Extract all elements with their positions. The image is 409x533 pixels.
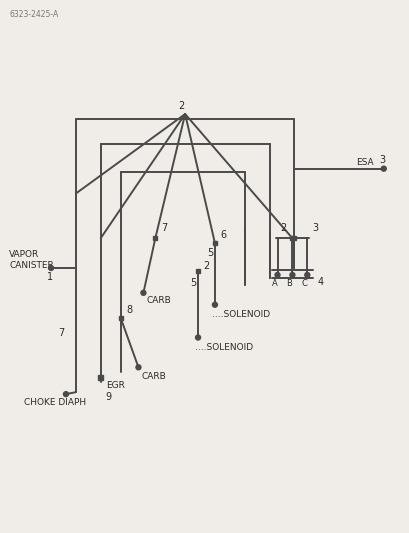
Circle shape xyxy=(63,392,68,397)
Circle shape xyxy=(212,302,217,307)
Circle shape xyxy=(274,272,279,277)
Text: 4: 4 xyxy=(317,277,323,287)
Bar xyxy=(292,236,296,240)
Text: 3: 3 xyxy=(378,155,384,165)
Circle shape xyxy=(289,272,294,277)
Bar xyxy=(290,236,294,240)
Text: 2: 2 xyxy=(178,101,184,111)
Text: CARB: CARB xyxy=(146,296,171,305)
Text: ....SOLENOID: ....SOLENOID xyxy=(211,310,270,319)
Circle shape xyxy=(195,335,200,340)
Text: C: C xyxy=(301,279,306,288)
Text: CARB: CARB xyxy=(141,372,166,381)
Text: 2: 2 xyxy=(280,223,286,233)
Bar xyxy=(153,236,157,240)
Text: 7: 7 xyxy=(58,328,64,337)
Bar xyxy=(118,316,122,320)
Text: 8: 8 xyxy=(126,305,133,314)
Text: 6: 6 xyxy=(219,230,225,240)
Circle shape xyxy=(48,265,54,270)
Bar xyxy=(196,269,200,273)
Text: ESA: ESA xyxy=(355,158,373,167)
Text: EGR: EGR xyxy=(106,381,124,390)
Bar xyxy=(212,241,216,245)
Text: 5: 5 xyxy=(207,248,213,258)
Text: VAPOR
CANISTER: VAPOR CANISTER xyxy=(9,251,54,270)
Text: 6323-2425-A: 6323-2425-A xyxy=(9,10,58,19)
Text: 7: 7 xyxy=(161,223,167,233)
Text: 1: 1 xyxy=(47,272,53,282)
Circle shape xyxy=(136,365,141,370)
Circle shape xyxy=(141,290,146,295)
Text: 3: 3 xyxy=(312,223,318,233)
Text: 9: 9 xyxy=(106,392,112,402)
Circle shape xyxy=(304,272,309,277)
Text: CHOKE DIAPH: CHOKE DIAPH xyxy=(24,398,86,407)
Bar xyxy=(98,375,103,379)
Text: 5: 5 xyxy=(190,278,196,288)
Text: A: A xyxy=(271,279,277,288)
Text: 2: 2 xyxy=(202,261,209,271)
Circle shape xyxy=(380,166,385,171)
Text: ....SOLENOID: ....SOLENOID xyxy=(195,343,253,352)
Text: B: B xyxy=(286,279,292,288)
